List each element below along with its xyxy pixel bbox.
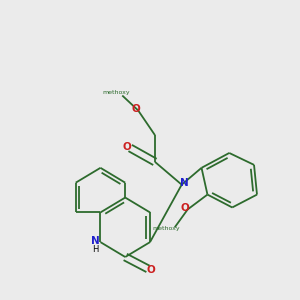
Text: N: N xyxy=(91,236,100,246)
Text: O: O xyxy=(146,266,155,275)
Text: methoxy: methoxy xyxy=(102,90,130,95)
Text: H: H xyxy=(92,245,98,254)
Text: O: O xyxy=(123,142,132,152)
Text: N: N xyxy=(180,178,188,188)
Text: O: O xyxy=(180,203,189,213)
Text: methoxy: methoxy xyxy=(153,226,180,231)
Text: O: O xyxy=(131,104,140,114)
